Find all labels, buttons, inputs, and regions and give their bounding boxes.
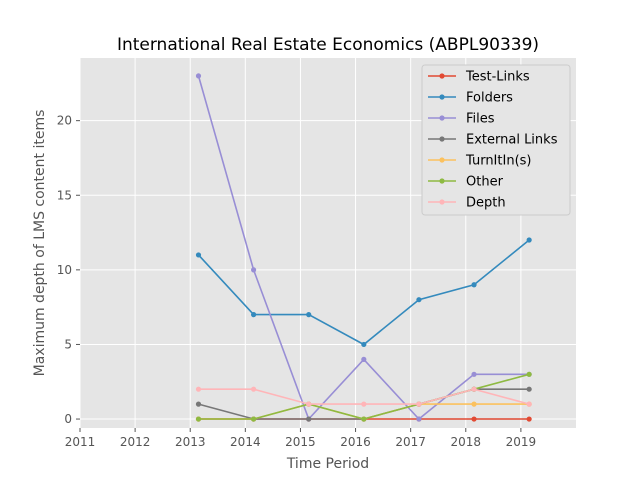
legend-item: TurnItIn(s): [428, 154, 531, 169]
legend: Test-Links Folders Files External Links Turn…: [421, 64, 571, 216]
legend-item: External Links: [428, 133, 558, 148]
legend-item: Other: [428, 175, 504, 190]
x-tick-label: 2017: [395, 435, 426, 449]
x-tick-label: 2019: [506, 435, 537, 449]
data-point: [416, 401, 422, 407]
x-tick-label: 2011: [65, 435, 96, 449]
chart-title: International Real Estate Economics (ABP…: [117, 35, 539, 55]
series-folders: [195, 237, 532, 348]
legend-marker: [439, 178, 445, 184]
y-tick-label: 10: [57, 263, 72, 277]
y-axis-ticks: 0 5 10 15 20: [57, 114, 80, 426]
x-axis-ticks: 2011 2012 2013 2014 2015 2016 2017 2018 2019: [65, 428, 536, 449]
data-point: [195, 73, 202, 79]
x-tick-label: 2018: [451, 435, 482, 449]
x-tick-label: 2012: [120, 435, 151, 449]
legend-label: Other: [466, 175, 504, 190]
legend-label: Files: [466, 112, 495, 127]
data-point: [251, 312, 257, 318]
legend-marker: [439, 136, 445, 142]
legend-marker: [439, 157, 445, 163]
x-tick-label: 2014: [230, 435, 261, 449]
legend-label: Test-Links: [465, 70, 530, 85]
data-point: [471, 371, 477, 377]
data-point: [195, 386, 202, 392]
data-point: [361, 341, 367, 348]
legend-item: Files: [428, 112, 495, 127]
y-tick-label: 5: [64, 337, 72, 351]
data-point: [361, 401, 367, 407]
x-tick-label: 2015: [285, 435, 316, 449]
data-point: [526, 401, 532, 407]
data-point: [251, 386, 257, 392]
data-point: [195, 416, 202, 422]
data-point: [471, 282, 477, 288]
series-layer: [195, 73, 532, 422]
data-point: [471, 386, 477, 392]
data-point: [306, 416, 312, 422]
data-point: [251, 267, 257, 273]
data-point: [195, 401, 202, 407]
legend-label: Folders: [466, 91, 513, 106]
data-point: [526, 237, 532, 243]
data-point: [526, 416, 532, 422]
data-point: [306, 312, 312, 318]
data-point: [416, 416, 422, 422]
y-tick-label: 20: [57, 114, 72, 128]
data-point: [195, 252, 202, 258]
legend-label: External Links: [466, 133, 558, 148]
legend-marker: [439, 115, 445, 121]
data-point: [526, 371, 532, 377]
data-point: [416, 297, 422, 303]
data-point: [471, 401, 477, 407]
data-point: [471, 416, 477, 422]
data-point: [251, 416, 257, 422]
data-point: [526, 386, 532, 392]
data-point: [306, 401, 312, 407]
legend-box: [421, 64, 571, 216]
data-point: [361, 416, 367, 422]
legend-item: Depth: [428, 196, 506, 211]
series-depth: [195, 386, 532, 407]
legend-item: Folders: [428, 91, 513, 106]
legend-marker: [439, 94, 445, 100]
y-axis-label: Maximum depth of LMS content items: [32, 110, 48, 377]
x-axis-label: Time Period: [286, 456, 369, 472]
y-tick-label: 0: [64, 412, 72, 426]
x-tick-label: 2013: [175, 435, 206, 449]
y-tick-label: 15: [57, 188, 72, 202]
legend-label: Depth: [466, 196, 506, 211]
data-point: [361, 356, 367, 362]
legend-marker: [439, 73, 445, 79]
x-tick-label: 2016: [340, 435, 371, 449]
legend-marker: [439, 199, 445, 205]
legend-item: Test-Links: [428, 70, 530, 85]
legend-label: TurnItIn(s): [465, 154, 531, 169]
